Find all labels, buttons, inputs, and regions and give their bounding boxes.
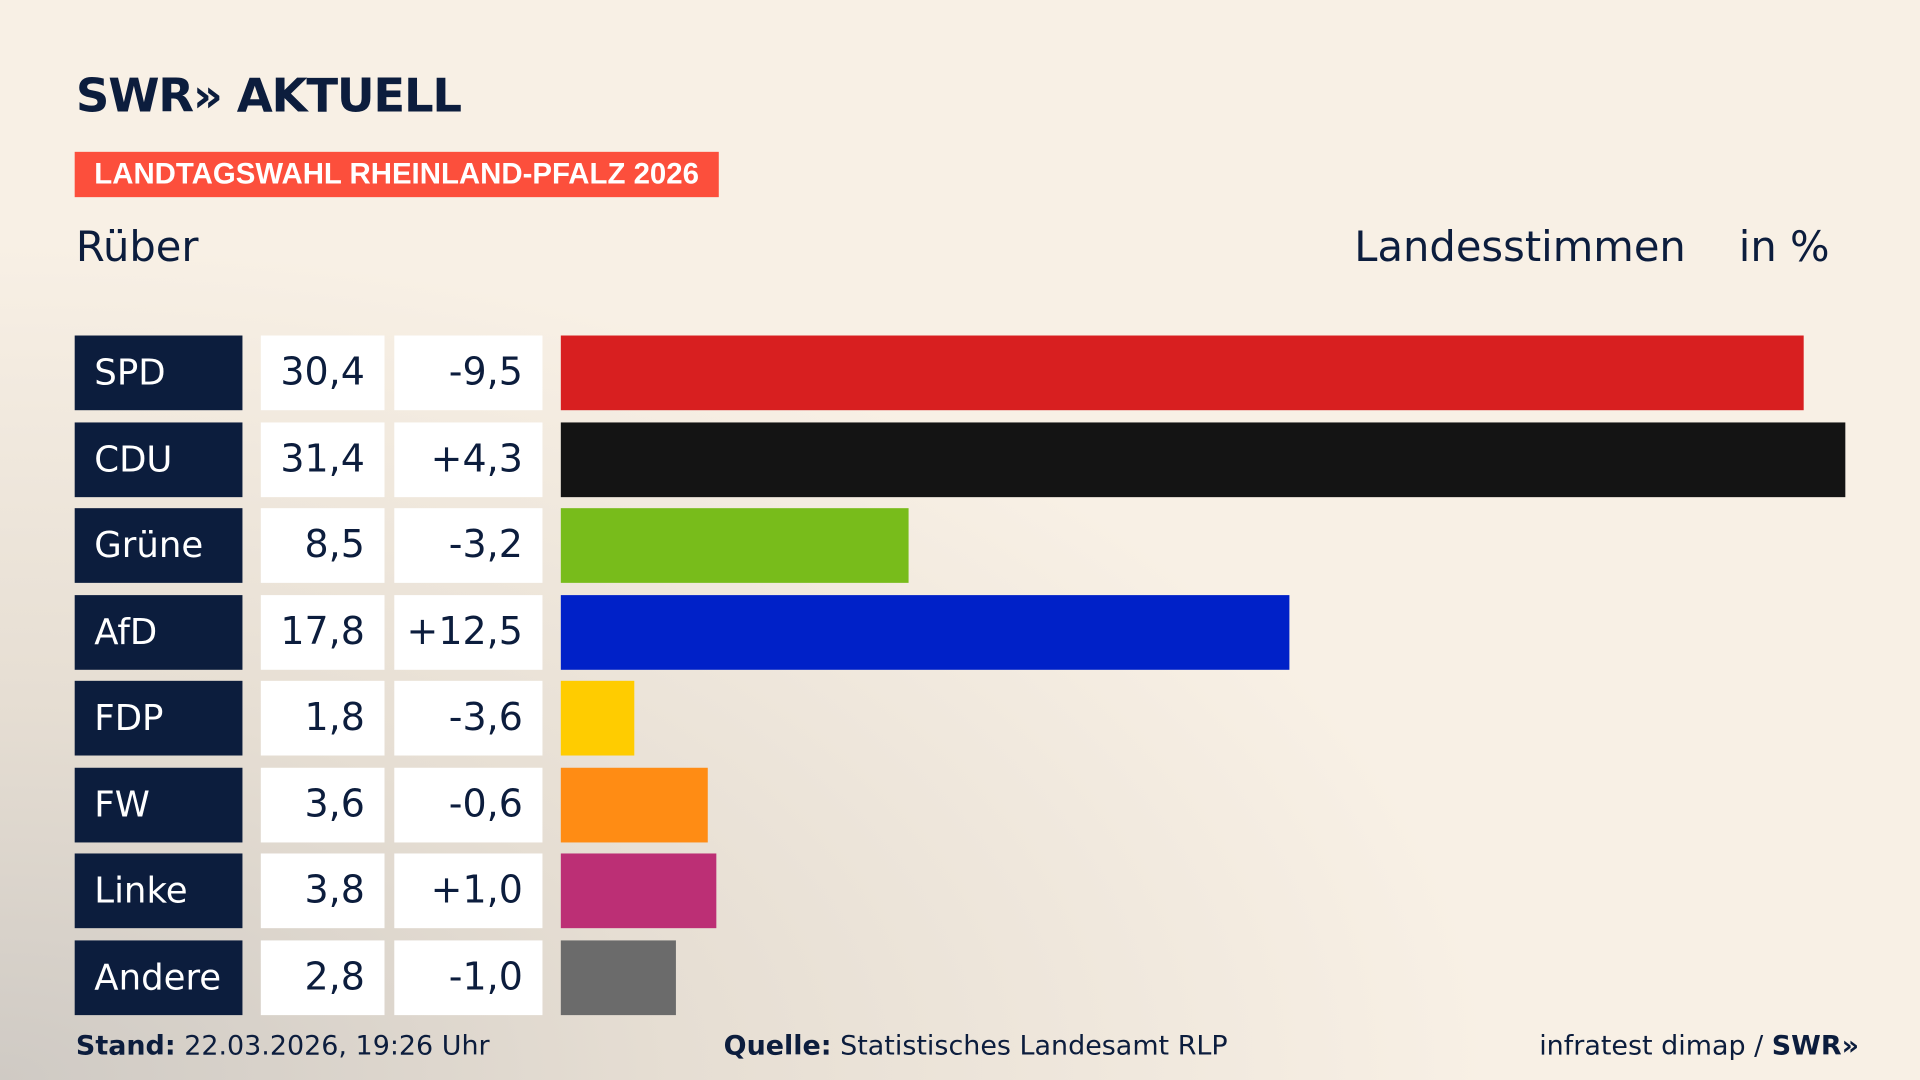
vote-change: -3,6	[394, 680, 543, 756]
stand-value: 22.03.2026, 19:26 Uhr	[184, 1031, 490, 1062]
vote-change: -1,0	[394, 939, 543, 1015]
vote-change: -0,6	[394, 767, 543, 842]
vote-share: 31,4	[260, 421, 385, 497]
unit-label: in %	[1738, 222, 1830, 272]
bar-spd	[560, 335, 1805, 411]
bar-fdp	[560, 680, 635, 756]
vote-share: 8,5	[260, 508, 385, 583]
bar-grüne	[560, 508, 909, 583]
vote-share: 1,8	[260, 680, 385, 756]
party-label: FDP	[74, 680, 243, 756]
vote-change: +12,5	[394, 594, 543, 670]
vote-share: 2,8	[260, 939, 385, 1015]
vote-share: 17,8	[260, 594, 385, 670]
source: Quelle: Statistisches Landesamt RLP	[724, 1031, 1228, 1062]
credit-text: infratest dimap /	[1539, 1031, 1772, 1062]
bar-cdu	[560, 421, 1846, 497]
swr-aktuell-logo: SWR» AKTUELL	[75, 68, 462, 123]
timestamp: Stand: 22.03.2026, 19:26 Uhr	[76, 1031, 490, 1062]
bar-linke	[560, 853, 717, 929]
bar-fw	[560, 767, 709, 842]
vote-share: 30,4	[260, 335, 385, 411]
vote-change: -3,2	[394, 508, 543, 583]
credit: infratest dimap / SWR»	[1539, 1031, 1859, 1062]
region-title: Rüber	[75, 222, 199, 272]
swr-logo: SWR»	[1771, 1031, 1860, 1062]
vote-change: -9,5	[394, 335, 543, 411]
bar-andere	[560, 939, 676, 1015]
party-label: Grüne	[74, 508, 243, 583]
party-label: Andere	[74, 939, 243, 1015]
vote-change: +1,0	[394, 853, 543, 929]
source-label: Quelle:	[723, 1031, 832, 1062]
vote-share: 3,6	[260, 767, 385, 842]
measure-label: Landesstimmen	[1354, 222, 1686, 272]
party-label: Linke	[74, 853, 243, 929]
bar-afd	[560, 594, 1289, 670]
vote-share: 3,8	[260, 853, 385, 929]
source-value: Statistisches Landesamt RLP	[840, 1031, 1228, 1062]
party-label: AfD	[74, 594, 243, 670]
party-label: SPD	[74, 335, 243, 411]
stand-label: Stand:	[75, 1031, 176, 1062]
party-label: CDU	[74, 421, 243, 497]
party-label: FW	[74, 767, 243, 842]
election-tag: LANDTAGSWAHL RHEINLAND-PFALZ 2026	[74, 151, 719, 198]
vote-change: +4,3	[394, 421, 543, 497]
